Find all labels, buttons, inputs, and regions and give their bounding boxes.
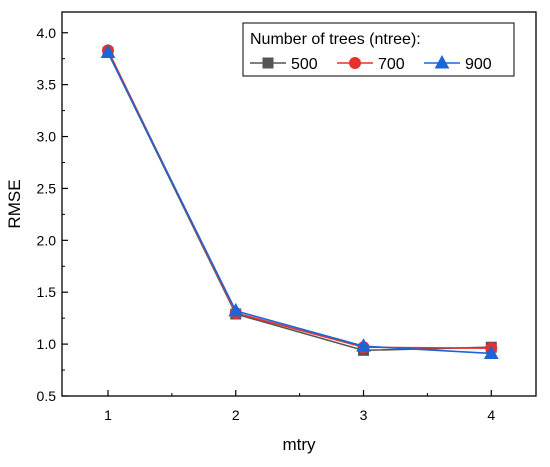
- y-tick-label: 4.0: [37, 25, 57, 41]
- series-900: [100, 44, 499, 359]
- y-tick-label: 2.5: [37, 180, 57, 196]
- legend: Number of trees (ntree): 500 700 900: [242, 22, 515, 77]
- y-axis: 0.5 1.0 1.5 2.0 2.5 3.0 3.5 4.0: [37, 25, 68, 404]
- legend-marker-500: [262, 57, 274, 69]
- data-point-900: [483, 345, 499, 359]
- y-tick-label: 3.0: [37, 129, 57, 145]
- series-700: [101, 44, 498, 355]
- legend-label-900: 900: [465, 56, 492, 73]
- y-tick-label: 3.5: [37, 77, 57, 93]
- series-layer: [100, 44, 499, 359]
- x-axis-title: mtry: [282, 435, 316, 454]
- series-line-700: [107, 50, 492, 350]
- x-axis: 1 2 3 4: [104, 390, 495, 423]
- x-tick-label: 2: [232, 407, 240, 423]
- y-tick-label: 1.0: [37, 336, 57, 352]
- x-tick-label: 3: [360, 407, 368, 423]
- series-line-900: [107, 52, 492, 355]
- legend-label-500: 500: [291, 56, 318, 73]
- legend-entry-700: 700: [337, 56, 405, 73]
- series-line-500: [107, 52, 492, 352]
- legend-label-700: 700: [378, 56, 405, 73]
- legend-entry-500: 500: [250, 56, 318, 73]
- series-500: [102, 46, 497, 356]
- legend-marker-900: [434, 54, 450, 69]
- x-tick-label: 4: [487, 407, 495, 423]
- legend-entry-900: 900: [424, 54, 492, 73]
- y-tick-label: 2.0: [37, 232, 57, 248]
- legend-box: [242, 22, 515, 77]
- x-tick-label: 1: [104, 407, 112, 423]
- data-point-900: [356, 338, 371, 352]
- legend-entries: 500 700 900: [250, 54, 492, 73]
- legend-title: Number of trees (ntree):: [250, 31, 421, 48]
- plot-frame: [61, 11, 537, 397]
- data-point-900: [228, 302, 244, 317]
- data-point-900: [100, 44, 116, 58]
- y-axis-title: RMSE: [5, 179, 24, 228]
- y-tick-label: 1.5: [37, 284, 57, 300]
- y-tick-label: 0.5: [37, 388, 57, 404]
- legend-marker-700: [349, 57, 361, 69]
